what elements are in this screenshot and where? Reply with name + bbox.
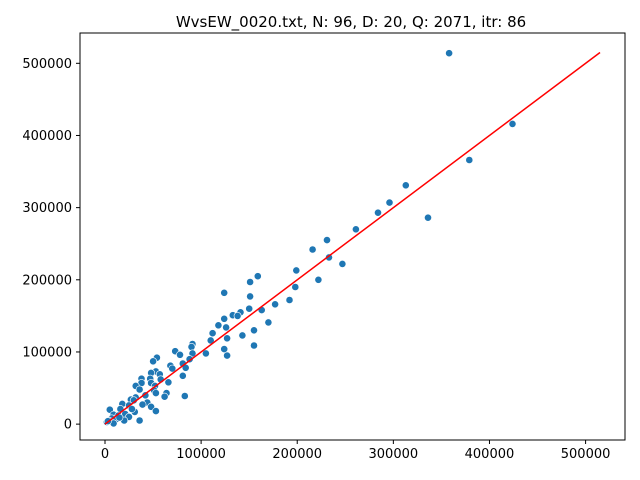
data-point (161, 393, 168, 400)
data-point (254, 273, 261, 280)
data-point (224, 352, 231, 359)
data-point (352, 226, 359, 233)
data-point (139, 401, 146, 408)
x-tick-label: 300000 (369, 447, 419, 462)
y-axis: 0 100000 200000 300000 400000 500000 (22, 57, 80, 433)
data-point (215, 322, 222, 329)
data-point (221, 289, 228, 296)
data-point (234, 312, 241, 319)
data-point (424, 214, 431, 221)
data-point (247, 278, 254, 285)
data-point (239, 332, 246, 339)
chart-title: WvsEW_0020.txt, N: 96, D: 20, Q: 2071, i… (176, 13, 526, 32)
y-tick-label: 100000 (22, 345, 72, 360)
data-point (315, 276, 322, 283)
data-point (136, 417, 143, 424)
y-tick-label: 200000 (22, 273, 72, 288)
data-point (323, 237, 330, 244)
data-point (446, 50, 453, 57)
data-point (293, 267, 300, 274)
data-point (265, 319, 272, 326)
data-point (176, 351, 183, 358)
data-point (188, 343, 195, 350)
data-point (152, 408, 159, 415)
points-layer (103, 50, 516, 427)
data-point (250, 327, 257, 334)
data-point (247, 293, 254, 300)
data-point (136, 386, 143, 393)
y-tick-label: 300000 (22, 201, 72, 216)
x-tick-label: 0 (101, 447, 109, 462)
x-tick-label: 500000 (561, 447, 611, 462)
data-point (250, 342, 257, 349)
data-point (165, 379, 172, 386)
y-tick-label: 400000 (22, 129, 72, 144)
y-tick-label: 500000 (22, 57, 72, 72)
x-tick-label: 400000 (465, 447, 515, 462)
data-point (402, 182, 409, 189)
y-tick-label: 0 (64, 418, 72, 433)
data-point (221, 315, 228, 322)
data-point (224, 335, 231, 342)
data-point (466, 156, 473, 163)
x-tick-label: 100000 (176, 447, 226, 462)
data-point (223, 324, 230, 331)
data-point (509, 120, 516, 127)
data-point (181, 392, 188, 399)
data-point (179, 372, 186, 379)
data-point (150, 358, 157, 365)
x-axis: 0 100000 200000 300000 400000 500000 (101, 440, 611, 462)
x-tick-label: 200000 (272, 447, 322, 462)
data-point (286, 296, 293, 303)
data-point (339, 260, 346, 267)
data-point (152, 390, 159, 397)
data-point (221, 346, 228, 353)
data-point (386, 199, 393, 206)
data-point (309, 246, 316, 253)
fit-line (105, 52, 600, 424)
data-point (209, 330, 216, 337)
data-point (246, 305, 253, 312)
data-point (292, 283, 299, 290)
fit-line-layer (105, 52, 600, 424)
data-point (272, 301, 279, 308)
data-point (374, 209, 381, 216)
